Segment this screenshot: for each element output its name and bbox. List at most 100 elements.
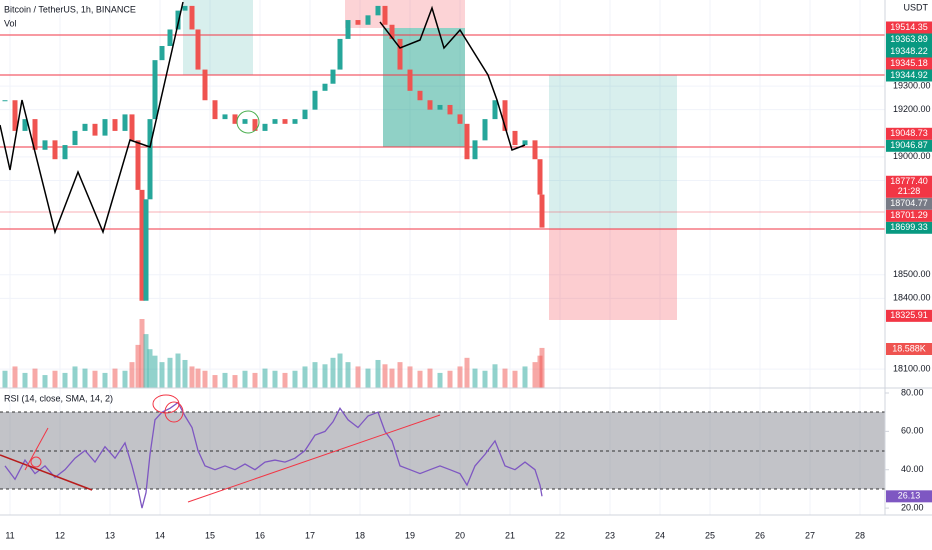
- volume-bar: [2, 370, 8, 388]
- long-position-target: [549, 75, 677, 229]
- volume-bar: [389, 368, 395, 388]
- volume-bar: [464, 357, 470, 388]
- candle: [532, 140, 538, 160]
- volume-bar: [437, 372, 443, 388]
- candle: [139, 189, 145, 301]
- x-tick-label: 14: [155, 530, 165, 540]
- price-badge-text: 19514.35: [890, 22, 928, 32]
- candle: [92, 123, 98, 136]
- candle: [322, 83, 328, 91]
- volume-bar: [52, 370, 58, 388]
- drawing-rect: [383, 28, 465, 147]
- long-position-stop: [549, 229, 677, 320]
- x-tick-label: 21: [505, 530, 515, 540]
- price-badge-text: 19046.87: [890, 140, 928, 150]
- trend-line: [187, 414, 441, 503]
- price-badge: [886, 139, 932, 152]
- volume-bar: [272, 370, 278, 388]
- volume-bar: [135, 344, 141, 388]
- price-badge-text: 18777.40: [890, 176, 928, 186]
- price-badge-text: 19345.18: [890, 58, 928, 68]
- rsi-badge-text: 26.13: [898, 491, 921, 501]
- candle: [22, 119, 28, 131]
- rsi-tick-label: 80.00: [901, 387, 924, 397]
- x-tick-label: 19: [405, 530, 415, 540]
- candle: [302, 109, 308, 120]
- y-tick-label: 18500.00: [893, 269, 931, 279]
- zigzag: [379, 5, 526, 151]
- y-tick-label: 19200.00: [893, 104, 931, 114]
- x-tick-label: 22: [555, 530, 565, 540]
- annotation-circle: [236, 110, 260, 134]
- candle: [72, 130, 78, 146]
- volume-bar: [532, 362, 538, 388]
- volume-bar: [175, 353, 181, 388]
- volume-bar: [502, 368, 508, 388]
- candle: [82, 123, 88, 131]
- candle: [222, 114, 228, 120]
- volume-bar: [62, 372, 68, 388]
- price-badge: [886, 69, 932, 82]
- volume-layer: [2, 319, 545, 388]
- chart-title: Bitcoin / TetherUS, 1h, BINANCE: [4, 4, 136, 14]
- rsi-layer: [4, 401, 543, 509]
- volume-bar: [102, 372, 108, 388]
- price-badge-text: 18704.77: [890, 198, 928, 208]
- drawing-rect: [183, 0, 253, 75]
- price-badge: [886, 221, 932, 234]
- volume-bar: [232, 375, 238, 388]
- price-badge-text: 19348.22: [890, 46, 928, 56]
- candle: [2, 100, 8, 102]
- candle: [122, 114, 128, 131]
- price-badge: [886, 197, 932, 210]
- candle: [52, 140, 58, 160]
- price-badge-text: 18699.33: [890, 222, 928, 232]
- volume-bar: [382, 364, 388, 388]
- volume-bar: [262, 368, 268, 388]
- rsi-tick-label: 20.00: [901, 502, 924, 512]
- volume-bar: [189, 366, 195, 388]
- y-tick-label: 18400.00: [893, 293, 931, 303]
- volume-bar: [512, 370, 518, 388]
- candle: [502, 100, 508, 131]
- volume-bar: [195, 368, 201, 388]
- axes: 11 12 13 14 15 16 17 18 19 20 21 22 23 24 25 26 27 28 1930…: [5, 21, 932, 540]
- x-tick-label: 16: [255, 530, 265, 540]
- rsi-title: RSI (14, close, SMA, 14, 2): [4, 393, 113, 403]
- zigzag: [0, 1, 184, 235]
- x-tick-label: 15: [205, 530, 215, 540]
- candle: [464, 123, 470, 160]
- rsi-tick-label: 60.00: [901, 426, 924, 436]
- candle: [272, 119, 278, 124]
- price-badge-text: 18701.29: [890, 210, 928, 220]
- candle: [232, 114, 238, 124]
- candle: [182, 5, 188, 11]
- x-tick-label: 13: [105, 530, 115, 540]
- candle: [135, 140, 141, 190]
- candle: [112, 119, 118, 131]
- x-tick-label: 18: [355, 530, 365, 540]
- x-tick-label: 24: [655, 530, 665, 540]
- volume-bar: [365, 368, 371, 388]
- price-badge: [886, 175, 932, 198]
- price-badge: [886, 127, 932, 140]
- y-tick-label: 19000.00: [893, 151, 931, 161]
- volume-bar: [472, 368, 478, 388]
- candle: [355, 20, 361, 25]
- candle: [397, 38, 403, 70]
- candle: [330, 69, 336, 84]
- volume-bar: [282, 372, 288, 388]
- volume-bar: [345, 362, 351, 388]
- candle: [195, 29, 201, 70]
- currency: USDT: [904, 2, 929, 12]
- candle: [167, 29, 173, 46]
- candle: [407, 69, 413, 91]
- volume-bar: [522, 366, 528, 388]
- candle: [447, 104, 453, 115]
- x-tick-label: 17: [305, 530, 315, 540]
- price-badge: [886, 57, 932, 70]
- volume-bar: [82, 368, 88, 388]
- volume-bar: [112, 368, 118, 388]
- volume-bar: [407, 366, 413, 388]
- candle: [492, 100, 498, 120]
